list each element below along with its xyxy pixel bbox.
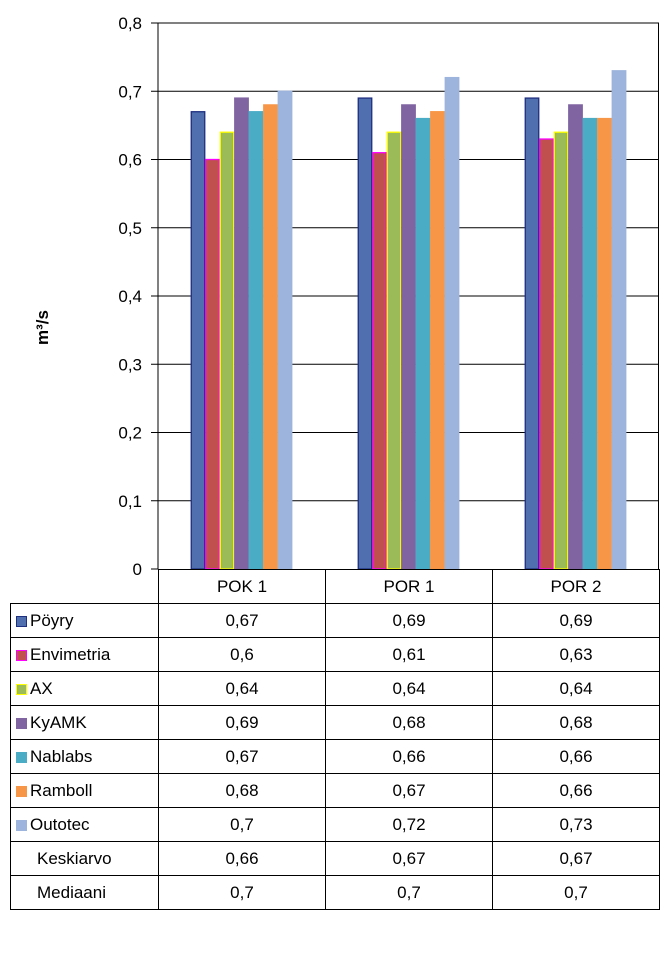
table-row: Pöyry 0,67 0,69 0,69 <box>10 603 660 638</box>
y-tick-label: 0,2 <box>118 424 142 443</box>
legend-key <box>16 785 27 797</box>
table-cell: 0,61 <box>325 637 493 672</box>
table-cell: 0,68 <box>492 705 660 740</box>
bar-ramboll <box>597 117 612 570</box>
y-tick-label: 0,1 <box>118 492 142 511</box>
table-row: Envimetria 0,6 0,61 0,63 <box>10 637 660 672</box>
table-corner <box>10 569 159 604</box>
legend-key <box>16 683 27 695</box>
bar-envimetria <box>372 152 387 570</box>
table-cell: 0,64 <box>158 671 326 706</box>
table-cell: 0,63 <box>492 637 660 672</box>
row-label-cell: Ramboll <box>10 773 159 808</box>
row-label: Ramboll <box>30 780 93 800</box>
bar-nablabs <box>415 117 431 570</box>
bar-pöyry <box>357 97 373 570</box>
table-cell: 0,67 <box>325 773 493 808</box>
table-cell: 0,68 <box>158 773 326 808</box>
table-cell: 0,7 <box>158 807 326 842</box>
y-tick-label: 0,5 <box>118 219 142 238</box>
y-tick-label: 0,8 <box>118 14 142 33</box>
legend-key <box>16 717 27 729</box>
y-tick-label: 0,4 <box>118 287 142 306</box>
row-label: KyAMK <box>30 712 87 732</box>
legend-key <box>16 649 27 661</box>
bar-nablabs <box>248 111 264 570</box>
row-label: Nablabs <box>30 746 93 766</box>
category-label: POR 1 <box>325 569 493 604</box>
table-cell: 0,66 <box>158 841 326 876</box>
table-cell: 0,6 <box>158 637 326 672</box>
table-row: Mediaani 0,7 0,7 0,7 <box>10 875 660 910</box>
chart-plot: 00,10,20,30,40,50,60,70,8 <box>118 14 659 579</box>
table-cell: 0,67 <box>158 603 326 638</box>
row-label-cell: Pöyry <box>10 603 159 638</box>
table-cell: 0,69 <box>158 705 326 740</box>
row-label-cell: Outotec <box>10 807 159 842</box>
table-row: AX 0,64 0,64 0,64 <box>10 671 660 706</box>
bar-ax <box>386 131 402 570</box>
row-label: Envimetria <box>30 644 111 664</box>
bar-ramboll <box>430 111 445 570</box>
table-cell: 0,64 <box>492 671 660 706</box>
data-table: POK 1 POR 1 POR 2 Pöyry 0,67 0,69 0,69 Envimetr… <box>10 569 660 910</box>
row-label-cell: Envimetria <box>10 637 159 672</box>
table-cell: 0,72 <box>325 807 493 842</box>
legend-key <box>16 751 27 763</box>
bar-envimetria <box>205 158 220 570</box>
table-cell: 0,7 <box>492 875 660 910</box>
table-cell: 0,7 <box>325 875 493 910</box>
row-label: Keskiarvo <box>37 848 112 868</box>
row-label-cell: Mediaani <box>10 875 159 910</box>
bar-ax <box>219 131 235 570</box>
bar-kyamk <box>234 97 249 570</box>
row-label: Outotec <box>30 814 90 834</box>
bar-pöyry <box>524 97 540 570</box>
table-row: Ramboll 0,68 0,67 0,66 <box>10 773 660 808</box>
bar-outotec <box>611 70 627 570</box>
y-tick-label: 0,6 <box>118 151 142 170</box>
table-row: Outotec 0,7 0,72 0,73 <box>10 807 660 842</box>
row-label: AX <box>30 678 53 698</box>
table-cell: 0,64 <box>325 671 493 706</box>
row-label: Pöyry <box>30 610 74 630</box>
table-cell: 0,66 <box>325 739 493 774</box>
table-cell: 0,7 <box>158 875 326 910</box>
table-cell: 0,66 <box>492 773 660 808</box>
y-axis-label-text: m³/s <box>33 310 52 345</box>
table-cell: 0,67 <box>325 841 493 876</box>
row-label-cell: Keskiarvo <box>10 841 159 876</box>
table-header-row: POK 1 POR 1 POR 2 <box>10 569 660 604</box>
table-cell: 0,67 <box>492 841 660 876</box>
table-cell: 0,68 <box>325 705 493 740</box>
bar-outotec <box>444 76 460 570</box>
table-row: Nablabs 0,67 0,66 0,66 <box>10 739 660 774</box>
table-cell: 0,66 <box>492 739 660 774</box>
table-row: Keskiarvo 0,66 0,67 0,67 <box>10 841 660 876</box>
table-cell: 0,67 <box>158 739 326 774</box>
bar-pöyry <box>190 111 206 570</box>
bar-ramboll <box>263 104 278 570</box>
row-label-cell: Nablabs <box>10 739 159 774</box>
table-row: KyAMK 0,69 0,68 0,68 <box>10 705 660 740</box>
bar-outotec <box>277 90 293 570</box>
table-cell: 0,69 <box>325 603 493 638</box>
row-label: Mediaani <box>37 882 106 902</box>
bar-kyamk <box>568 104 583 570</box>
y-tick-label: 0,3 <box>118 355 142 374</box>
bar-ax <box>553 131 569 570</box>
legend-key <box>16 819 27 831</box>
category-label: POR 2 <box>492 569 660 604</box>
table-cell: 0,69 <box>492 603 660 638</box>
table-cell: 0,73 <box>492 807 660 842</box>
y-axis-label: m³/s <box>28 310 58 360</box>
bar-nablabs <box>582 117 598 570</box>
row-label-cell: AX <box>10 671 159 706</box>
bar-kyamk <box>401 104 416 570</box>
category-label: POK 1 <box>158 569 326 604</box>
row-label-cell: KyAMK <box>10 705 159 740</box>
y-tick-label: 0,7 <box>118 82 142 101</box>
bar-envimetria <box>539 138 554 570</box>
legend-key <box>16 615 27 627</box>
